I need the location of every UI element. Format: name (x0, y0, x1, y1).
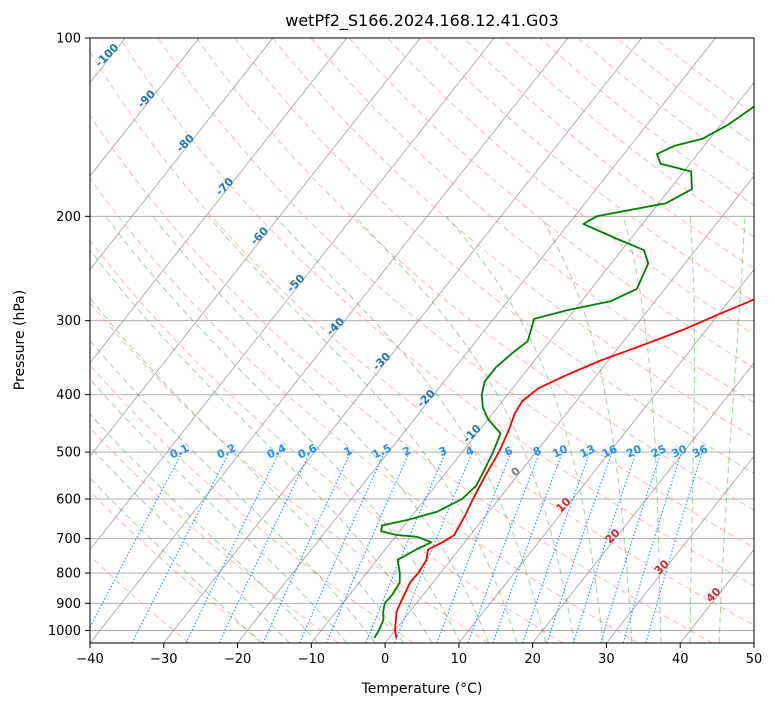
isotherm-line (90, 38, 347, 364)
x-tick-label: 20 (524, 652, 541, 667)
dry-adiabat-line (90, 364, 414, 643)
isotherm-line (90, 38, 569, 643)
dry-adiabat-line (90, 50, 754, 626)
x-tick-label: 0 (381, 652, 389, 667)
y-axis: 1000 900 800 700 600 500 400 300 200 100 (48, 32, 90, 639)
x-tick-label: 50 (746, 652, 763, 667)
x-tick-label: 30 (598, 652, 615, 667)
dry-adiabat-line (348, 38, 754, 369)
chart-title: wetPf2_S166.2024.168.12.41.G03 (285, 11, 559, 31)
moist-adiabat-line (208, 215, 518, 643)
dry-adiabat-line (616, 38, 754, 145)
isotherm-line (90, 38, 274, 271)
mixing-ratio-line (467, 451, 541, 643)
isotherm-line (532, 362, 754, 643)
y-tick-label: 500 (56, 446, 81, 461)
dry-adiabat-line (157, 38, 754, 549)
mixing-ratio-line (622, 451, 683, 643)
x-axis-label: Temperature (°C) (361, 681, 483, 697)
mixing-ratio-label: 20 (624, 442, 644, 460)
x-tick-label: 40 (672, 652, 689, 667)
x-tick-label: −40 (76, 652, 103, 667)
temperature-line (394, 298, 754, 639)
dewpoint-line (373, 105, 754, 639)
moist-adiabat-line (446, 215, 604, 643)
moist-adiabat-line (90, 413, 319, 643)
moist-adiabat-line (90, 339, 376, 643)
y-tick-label: 700 (56, 532, 81, 547)
moist-adiabat-line (90, 477, 261, 643)
mixing-ratio-line (436, 451, 512, 643)
mixing-ratio-line (492, 451, 564, 643)
dry-adiabat-line (234, 38, 754, 475)
mixing-ratio-label: 36 (690, 442, 710, 460)
moist-adiabat-line (90, 297, 405, 643)
isotherm-line (311, 82, 754, 643)
plot-frame (89, 37, 755, 644)
isotherm-line (237, 38, 716, 643)
isotherm-line (606, 455, 754, 643)
mixing-ratio-line (185, 451, 280, 643)
dry-adiabat-line (90, 239, 564, 643)
isotherm-line (90, 38, 495, 551)
mixing-ratio-line (522, 451, 591, 643)
y-tick-label: 300 (56, 314, 81, 329)
x-tick-label: −30 (150, 652, 177, 667)
moist-adiabat-line (105, 216, 461, 643)
y-tick-label: 600 (56, 493, 81, 508)
mixing-ratio-line (645, 451, 703, 643)
mixing-ratio-label: 25 (649, 442, 668, 460)
dry-adiabat-line (387, 38, 754, 335)
y-tick-label: 1000 (48, 624, 81, 639)
y-axis-label: Pressure (hPa) (12, 290, 28, 390)
y-tick-label: 800 (56, 567, 81, 582)
mixing-ratio-label: 16 (600, 442, 620, 460)
skewed-isotherms (90, 38, 754, 643)
moist-adiabat-line (718, 216, 746, 643)
y-tick-label: 400 (56, 388, 81, 403)
dry-adiabat-line (272, 38, 754, 439)
dry-adiabat-line (90, 114, 713, 643)
dry-adiabat-line (425, 38, 754, 302)
dry-adiabat-line (90, 427, 339, 643)
moist-adiabat-line (274, 215, 547, 643)
mixing-ratio-line (90, 451, 183, 629)
mixing-ratio-label: 13 (578, 442, 597, 460)
isotherm-line (384, 175, 754, 643)
isotherm-line (90, 38, 421, 457)
sounding-series (373, 105, 754, 639)
y-tick-label: 100 (56, 32, 81, 47)
isotherm-line (458, 268, 754, 643)
moist-adiabat-line (689, 216, 695, 643)
isotherm-line (90, 38, 200, 177)
mixing-ratio-lines (90, 451, 703, 643)
mixing-ratio-line (131, 451, 230, 643)
y-tick-label: 900 (56, 597, 81, 612)
dry-adiabat-line (119, 38, 754, 587)
mixing-ratio-label: 10 (550, 442, 570, 460)
moist-adiabat-line (152, 215, 490, 643)
x-tick-label: 10 (451, 652, 468, 667)
moist-adiabats (90, 215, 746, 643)
x-tick-label: −10 (298, 652, 325, 667)
mixing-ratio-line (365, 451, 447, 643)
mixing-ratio-label: 30 (670, 442, 690, 460)
plot-area: 0.1 0.2 0.4 0.6 1 1.5 2 3 4 6 8 10 13 16 20 25 30 36-100-… (90, 38, 754, 643)
isotherm-line (163, 38, 643, 643)
mixing-ratio-line (218, 451, 311, 643)
pressure-gridlines (90, 38, 754, 631)
x-axis: −40 −30 −20 −10 0 10 20 30 40 50 (76, 643, 762, 667)
x-tick-label: −20 (224, 652, 251, 667)
moist-adiabat-line (540, 216, 633, 643)
y-tick-label: 200 (56, 210, 81, 225)
moist-adiabat-line (622, 216, 662, 643)
